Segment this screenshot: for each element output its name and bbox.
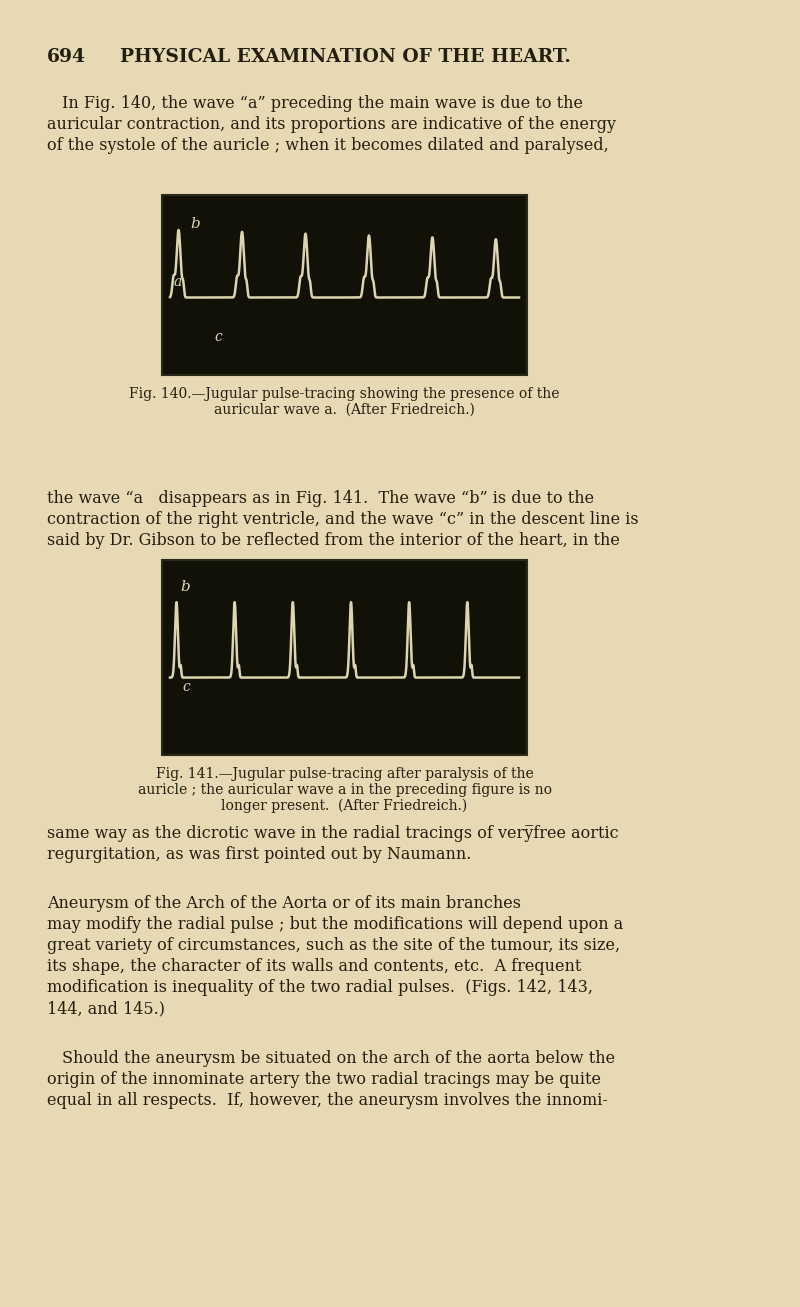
Text: origin of the innominate artery the two radial tracings may be quite: origin of the innominate artery the two … [47,1070,601,1087]
Text: auricular contraction, and its proportions are indicative of the energy: auricular contraction, and its proportio… [47,116,616,133]
Text: of the systole of the auricle ; when it becomes dilated and paralysed,: of the systole of the auricle ; when it … [47,137,609,154]
Text: c: c [182,680,190,694]
Text: said by Dr. Gibson to be reflected from the interior of the heart, in the: said by Dr. Gibson to be reflected from … [47,532,620,549]
Text: a: a [174,274,182,289]
Text: b: b [190,217,200,231]
Text: Should the aneurysm be situated on the arch of the aorta below the: Should the aneurysm be situated on the a… [62,1050,615,1067]
Text: PHYSICAL EXAMINATION OF THE HEART.: PHYSICAL EXAMINATION OF THE HEART. [120,48,571,65]
Text: auricle ; the auricular wave a in the preceding figure is no: auricle ; the auricular wave a in the pr… [138,783,551,797]
Text: modification is inequality of the two radial pulses.  (Figs. 142, 143,: modification is inequality of the two ra… [47,979,593,996]
Text: Aneurysm of the Arch of the Aorta or of its main branches: Aneurysm of the Arch of the Aorta or of … [47,895,521,912]
Text: its shape, the character of its walls and contents, etc.  A frequent: its shape, the character of its walls an… [47,958,582,975]
Text: In Fig. 140, the wave “a” preceding the main wave is due to the: In Fig. 140, the wave “a” preceding the … [62,95,583,112]
Text: 694: 694 [47,48,86,65]
Text: Fig. 140.—Jugular pulse-tracing showing the presence of the: Fig. 140.—Jugular pulse-tracing showing … [130,387,560,401]
Text: the wave “a   disappears as in Fig. 141.  The wave “b” is due to the: the wave “a disappears as in Fig. 141. T… [47,490,594,507]
Text: equal in all respects.  If, however, the aneurysm involves the innomi-: equal in all respects. If, however, the … [47,1093,608,1110]
Text: c: c [214,329,222,344]
Bar [162,195,527,375]
Text: Fig. 141.—Jugular pulse-tracing after paralysis of the: Fig. 141.—Jugular pulse-tracing after pa… [156,767,534,782]
Text: 144, and 145.): 144, and 145.) [47,1000,165,1017]
Text: great variety of circumstances, such as the site of the tumour, its size,: great variety of circumstances, such as … [47,937,620,954]
Text: regurgitation, as was first pointed out by Naumann.: regurgitation, as was first pointed out … [47,846,471,863]
Text: contraction of the right ventricle, and the wave “c” in the descent line is: contraction of the right ventricle, and … [47,511,638,528]
Text: may modify the radial pulse ; but the modifications will depend upon a: may modify the radial pulse ; but the mo… [47,916,623,933]
Text: longer present.  (After Friedreich.): longer present. (After Friedreich.) [222,799,468,813]
Bar [162,559,527,755]
Text: b: b [180,580,190,593]
Text: same way as the dicrotic wave in the radial tracings of very̅free aortic: same way as the dicrotic wave in the rad… [47,825,618,842]
Text: auricular wave a.  (After Friedreich.): auricular wave a. (After Friedreich.) [214,403,475,417]
